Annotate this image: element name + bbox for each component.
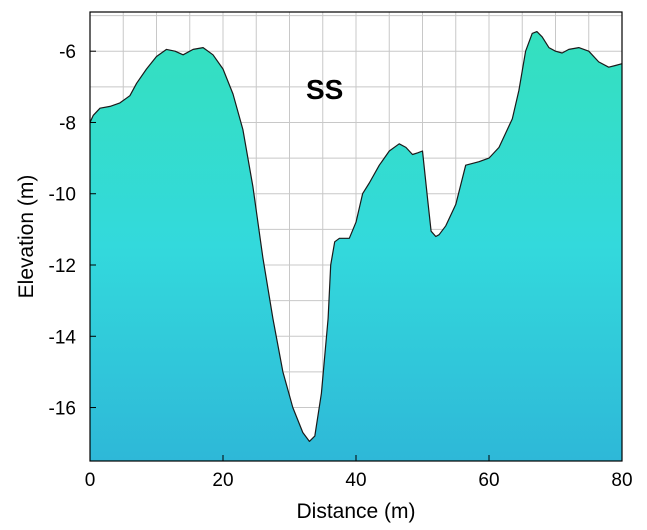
y-axis: -6 -8 -10 -12 -14 -16 xyxy=(49,42,96,420)
y-tick-label: -10 xyxy=(49,185,76,206)
x-tick-label: 80 xyxy=(611,470,632,491)
y-tick-label: -14 xyxy=(49,327,77,348)
y-tick-label: -6 xyxy=(59,42,76,63)
y-tick-label: -12 xyxy=(49,256,76,277)
elevation-line xyxy=(89,31,623,442)
x-axis: 0 20 40 60 80 xyxy=(85,455,633,491)
series-area xyxy=(89,31,623,461)
x-axis-title: Distance (m) xyxy=(296,500,415,523)
y-tick-label: -8 xyxy=(59,113,76,134)
y-tick-label: -16 xyxy=(49,399,76,420)
x-tick-label: 0 xyxy=(85,470,96,491)
x-tick-label: 20 xyxy=(212,470,233,491)
y-axis-title: Elevation (m) xyxy=(15,175,38,299)
chart-annotation: SS xyxy=(306,74,343,105)
x-tick-label: 40 xyxy=(345,470,366,491)
x-tick-label: 60 xyxy=(478,470,499,491)
elevation-area xyxy=(90,31,622,461)
